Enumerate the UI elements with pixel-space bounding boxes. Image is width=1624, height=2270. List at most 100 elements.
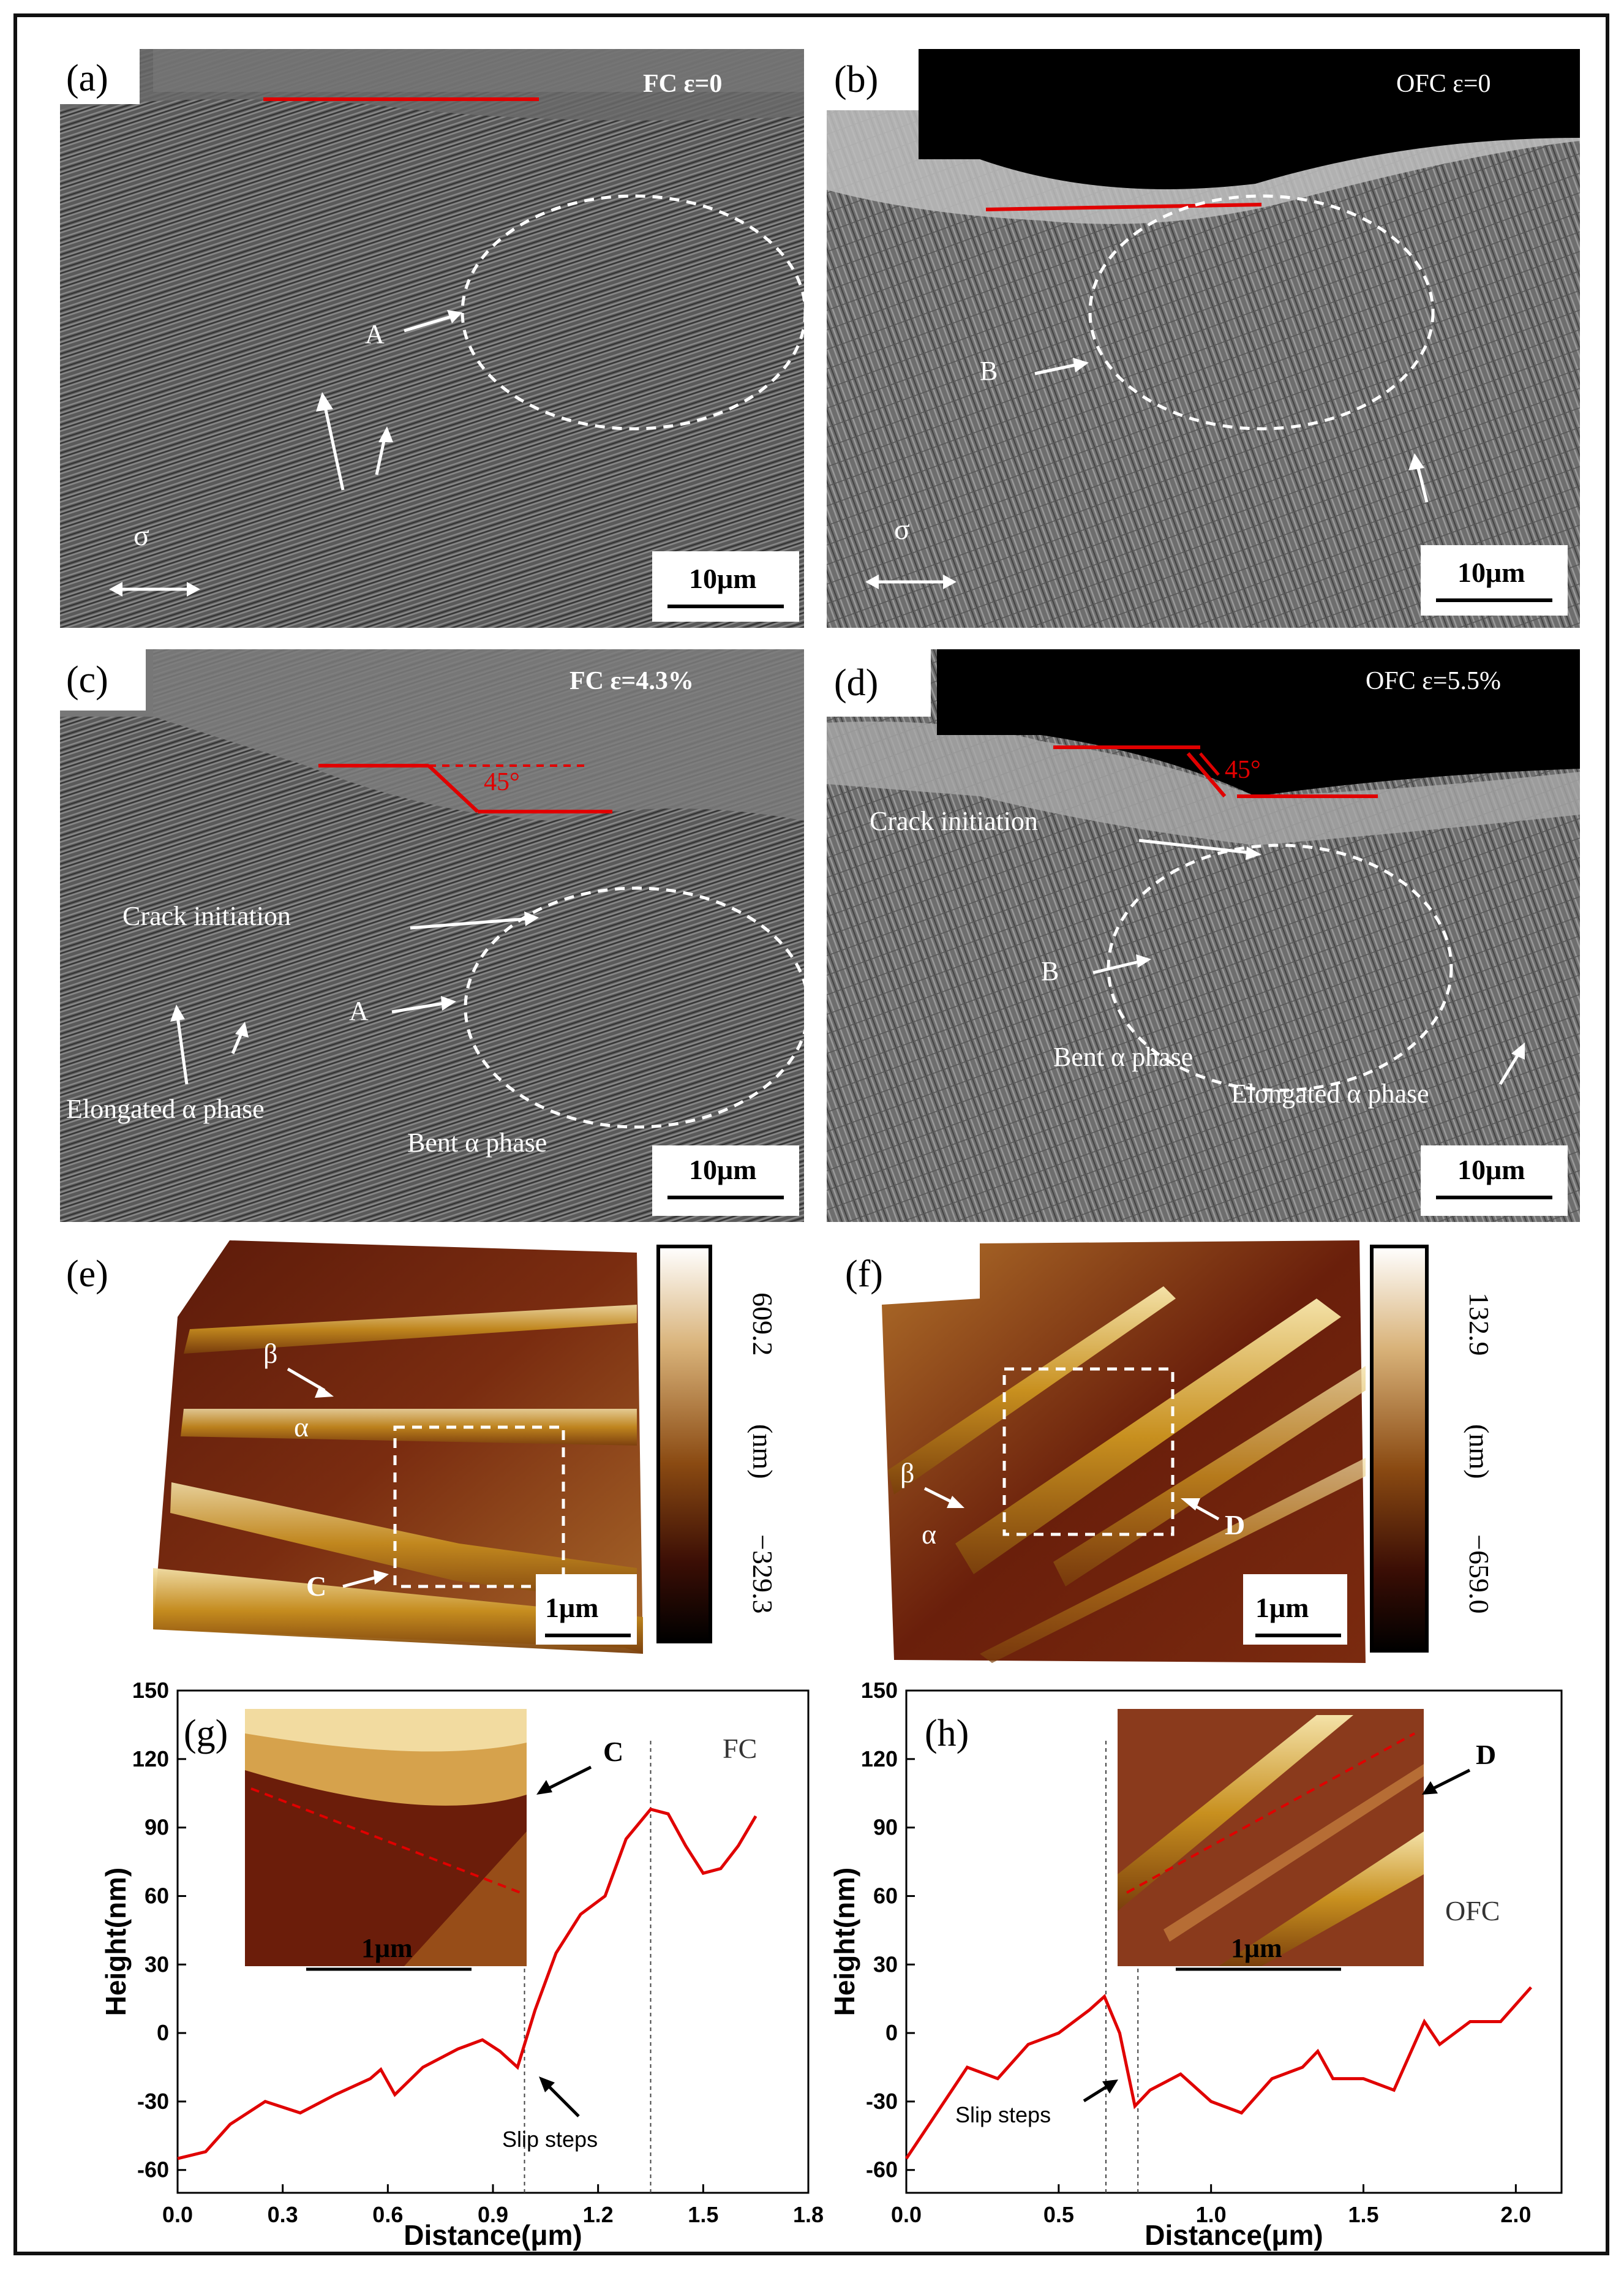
x-tick-label: 0.6	[372, 2202, 403, 2227]
marker-a: A	[365, 319, 385, 349]
axis-ticks-g: 0.0 0.3 0.6 0.9 1.2 1.5 1.8 -60 -30 0 30 60 90 120 150	[132, 1678, 824, 2227]
slip-label-h: Slip steps	[955, 2102, 1051, 2127]
stress-a: σ	[133, 519, 149, 552]
scale-label-f: 1μm	[1255, 1592, 1309, 1623]
angle-d: 45°	[1225, 756, 1261, 784]
panel-label-box	[827, 649, 931, 717]
y-tick-label: 120	[132, 1746, 169, 1771]
x-tick-label: 0.5	[1043, 2202, 1074, 2227]
marker-b: B	[980, 356, 998, 386]
inset-scale-h: 1μm	[1231, 1933, 1282, 1963]
xlabel-g: Distance(μm)	[404, 2219, 582, 2251]
scale-box-a	[652, 551, 799, 622]
xlabel-h: Distance(μm)	[1145, 2219, 1323, 2251]
marker-g: C	[603, 1736, 623, 1767]
colorbar-unit-f: (nm)	[1464, 1424, 1495, 1479]
y-tick-label: 150	[861, 1678, 898, 1703]
colorbar-e	[656, 1245, 712, 1643]
colorbar-unit-e: (nm)	[747, 1424, 778, 1479]
y-tick-label: 0	[157, 2020, 169, 2045]
plot-frame-h	[905, 1689, 1563, 2194]
panel-b: (b) OFC ε=0 B σ 10μm	[827, 49, 1580, 628]
colorbar-min-f: −659.0	[1464, 1534, 1495, 1613]
panel-label-b: (b)	[834, 59, 878, 100]
colorbar-min-e: −329.3	[747, 1534, 778, 1613]
series-line-fc	[177, 1807, 757, 2160]
y-tick-label: 90	[145, 1815, 169, 1840]
bent-label-d: Bent α phase	[1053, 1042, 1193, 1072]
x-tick-label: 1.8	[793, 2202, 824, 2227]
panel-label-d: (d)	[834, 662, 878, 704]
scale-box-e	[536, 1574, 637, 1645]
ylabel-g: Height(nm)	[100, 1868, 132, 2016]
figure-frame	[13, 13, 1609, 2255]
panel-g: 0.0 0.3 0.6 0.9 1.2 1.5 1.8 -60 -30 0 30 60 90 120 150…	[100, 1678, 824, 2251]
y-tick-label: -60	[137, 2157, 169, 2182]
series-label-h: OFC	[1445, 1895, 1500, 1926]
x-tick-label: 1.5	[688, 2202, 718, 2227]
panel-label-box	[60, 649, 146, 711]
scale-box-d	[1421, 1145, 1568, 1216]
scale-label-d: 10μm	[1457, 1154, 1525, 1185]
beta-label-f: β	[900, 1457, 914, 1488]
scale-label-a: 10μm	[689, 563, 756, 594]
y-tick-label: -60	[866, 2157, 898, 2182]
panel-label-box	[60, 49, 140, 104]
elongated-label-c: Elongated α phase	[66, 1094, 265, 1124]
circle-region-c	[464, 886, 810, 1129]
series-label-g: FC	[723, 1733, 757, 1764]
scale-label-c: 10μm	[689, 1154, 756, 1185]
y-tick-label: 0	[885, 2020, 898, 2045]
alpha-label-f: α	[922, 1518, 936, 1550]
panel-label-f: (f)	[845, 1253, 883, 1295]
panel-h: 0.0 0.5 1.0 1.5 2.0 -60 -30 0 30 60 90 120 150 Heigh…	[829, 1678, 1563, 2251]
alpha-label-e: α	[294, 1411, 309, 1442]
crack-label-c: Crack initiation	[122, 901, 291, 931]
circle-region-b	[1088, 194, 1435, 431]
y-tick-label: 150	[132, 1678, 169, 1703]
zoom-box-f	[1002, 1367, 1175, 1536]
zoom-box-e	[393, 1425, 565, 1588]
crack-label-d: Crack initiation	[870, 806, 1038, 836]
y-tick-label: 30	[873, 1951, 898, 1977]
panel-c: 45° (c) FC ε=4.3% Crack initiation A Elo…	[60, 649, 810, 1222]
x-tick-label: 0.0	[162, 2202, 193, 2227]
axis-ticks-h: 0.0 0.5 1.0 1.5 2.0 -60 -30 0 30 60 90 120 150	[861, 1678, 1531, 2227]
marker-c: A	[349, 996, 369, 1026]
series-line-ofc	[904, 1986, 1533, 2160]
condition-c: FC ε=4.3%	[570, 667, 694, 695]
beta-label-e: β	[263, 1338, 277, 1369]
marker-h: D	[1476, 1739, 1496, 1770]
colorbar-f	[1370, 1245, 1429, 1653]
x-tick-label: 1.2	[583, 2202, 614, 2227]
panel-f: (f) β α D 1μm 132.9 (nm) −659.0	[845, 1240, 1495, 1663]
bent-label-c: Bent α phase	[407, 1128, 547, 1158]
y-tick-label: 60	[145, 1883, 169, 1908]
x-tick-label: 2.0	[1500, 2202, 1531, 2227]
panel-label-g: (g)	[184, 1713, 228, 1754]
x-tick-label: 1.0	[1196, 2202, 1227, 2227]
panel-label-box	[827, 49, 919, 110]
panel-label-h: (h)	[925, 1713, 969, 1754]
x-tick-label: 0.0	[891, 2202, 922, 2227]
panel-e: (e) β α C 1μm 609.2 (nm) −329.3	[66, 1240, 778, 1654]
panel-a: (a) FC ε=0 A σ 10μm	[60, 49, 807, 628]
panel-label-e: (e)	[66, 1253, 108, 1295]
y-tick-label: 120	[861, 1746, 898, 1771]
colorbar-max-f: 132.9	[1464, 1292, 1495, 1356]
condition-a: FC ε=0	[643, 70, 722, 98]
scale-box-f	[1243, 1574, 1347, 1645]
panel-label-c: (c)	[66, 659, 108, 701]
y-tick-label: -30	[137, 2089, 169, 2114]
angle-c: 45°	[484, 768, 520, 796]
circle-region-a	[461, 194, 807, 431]
ylabel-h: Height(nm)	[829, 1868, 860, 2016]
x-tick-label: 0.3	[268, 2202, 298, 2227]
marker-e: C	[306, 1571, 326, 1602]
colorbar-max-e: 609.2	[747, 1292, 778, 1356]
y-tick-label: 90	[873, 1815, 898, 1840]
marker-f: D	[1225, 1509, 1245, 1540]
y-tick-label: -30	[866, 2089, 898, 2114]
condition-b: OFC ε=0	[1396, 70, 1491, 98]
